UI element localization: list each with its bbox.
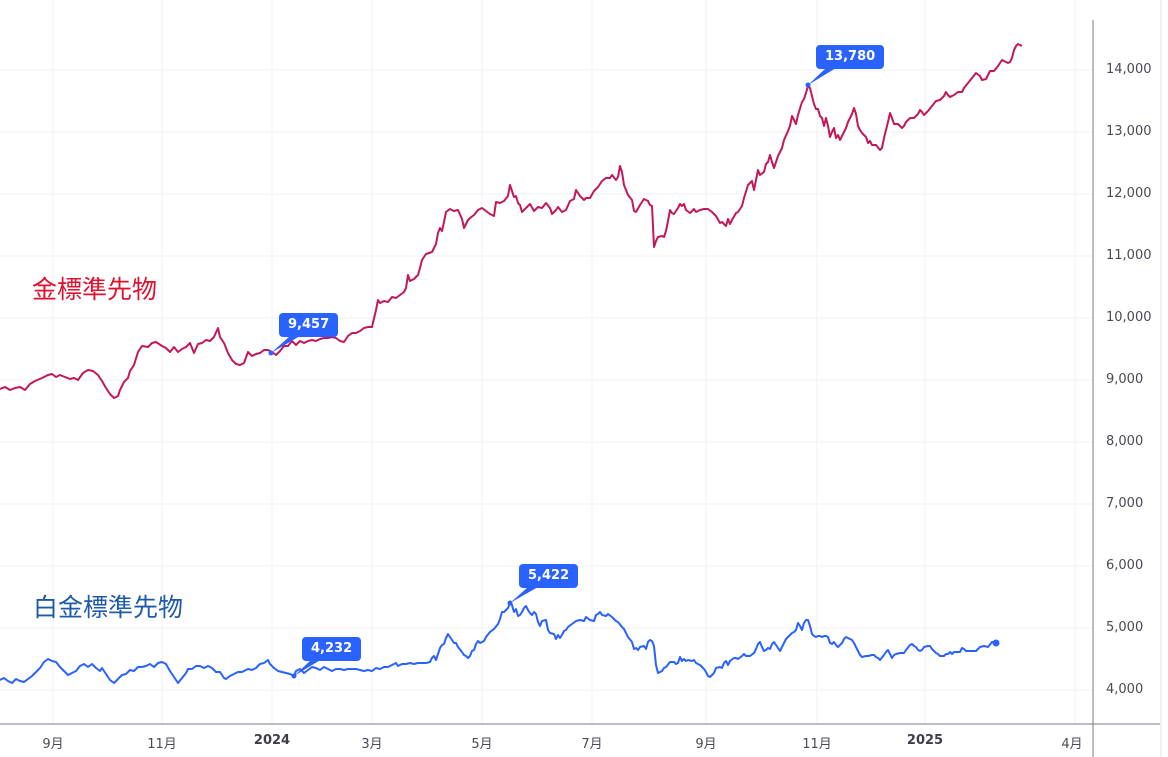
platinum-futures-line[interactable] [0,602,997,684]
callout-pointers [268,68,1000,679]
gold-high-callout: 13,780 [816,45,885,69]
x-tick-2025: 2025 [906,733,944,748]
y-tick-8000: 8,000 [1106,434,1144,449]
x-tick-nov-2024: 11月 [802,737,832,752]
x-tick-sep-2024: 9月 [695,737,717,752]
x-tick-sep-2023: 9月 [42,737,64,752]
y-tick-14000: 14,000 [1106,62,1152,77]
platinum-low-callout: 4,232 [302,637,362,661]
y-tick-13000: 13,000 [1106,124,1152,139]
y-tick-4000: 4,000 [1106,682,1144,697]
gold-futures-line[interactable] [0,43,1023,399]
gold-low-callout: 9,457 [279,313,339,337]
y-tick-7000: 7,000 [1106,496,1144,511]
y-tick-9000: 9,000 [1106,372,1144,387]
x-tick-nov-2023: 11月 [147,737,177,752]
platinum-high-callout: 5,422 [519,564,579,588]
x-tick-2024: 2024 [253,733,291,748]
x-tick-apr-2025: 4月 [1061,737,1083,752]
x-tick-jul-2024: 7月 [581,737,603,752]
x-tick-may-2024: 5月 [471,737,493,752]
y-tick-12000: 12,000 [1106,186,1152,201]
platinum-series-label: 白金標準先物 [33,593,184,622]
x-tick-mar-2024: 3月 [361,737,383,752]
y-tick-5000: 5,000 [1106,620,1144,635]
gold-series-label: 金標準先物 [32,275,158,304]
y-tick-11000: 11,000 [1106,248,1152,263]
y-tick-10000: 10,000 [1106,310,1152,325]
y-tick-6000: 6,000 [1106,558,1144,573]
vertical-gridlines [52,0,1076,724]
